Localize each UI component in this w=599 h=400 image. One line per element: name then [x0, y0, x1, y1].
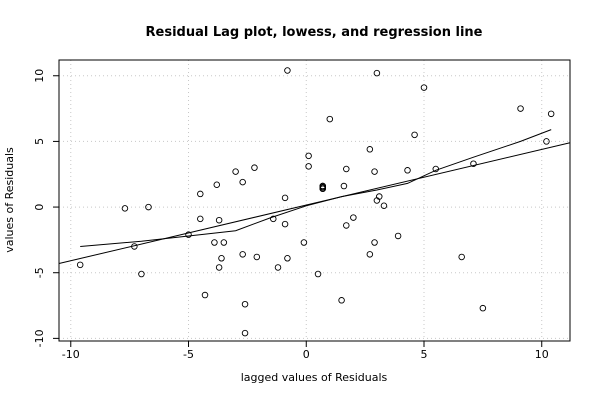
y-tick-label: 5	[33, 138, 46, 145]
data-point	[251, 164, 258, 171]
data-point	[281, 220, 289, 228]
data-point	[239, 178, 246, 186]
data-point	[517, 105, 524, 112]
data-point	[211, 239, 218, 246]
data-point	[185, 231, 192, 238]
data-point	[543, 138, 550, 145]
axes: -10 -5 0 5 10 -10 -5 0 5 10	[33, 69, 549, 361]
x-tick-label: 10	[535, 348, 549, 361]
data-point	[338, 297, 345, 304]
plot-frame	[58, 59, 571, 342]
data-point	[241, 329, 249, 337]
data-point	[138, 270, 145, 278]
data-point	[350, 214, 357, 221]
y-tick-label: 0	[33, 204, 46, 211]
data-point	[218, 255, 225, 262]
data-point	[371, 239, 378, 246]
data-point	[547, 110, 555, 118]
x-tick-label: -5	[183, 348, 194, 361]
data-point	[343, 222, 350, 229]
data-point	[366, 146, 374, 153]
data-point	[314, 270, 322, 278]
scatter-points	[76, 67, 555, 337]
data-point	[213, 181, 221, 188]
data-point	[394, 232, 402, 240]
data-point	[131, 243, 138, 250]
data-point	[411, 131, 418, 139]
data-point	[432, 165, 440, 173]
regression-line	[58, 142, 571, 265]
x-tick-label: 0	[303, 348, 310, 361]
grid-lines	[59, 60, 570, 341]
data-point	[215, 264, 223, 271]
data-point	[376, 193, 383, 200]
data-point	[300, 239, 308, 246]
data-point	[220, 239, 228, 246]
data-point	[371, 168, 378, 175]
data-point	[270, 215, 277, 223]
fit-lines	[58, 129, 571, 265]
data-point	[343, 165, 350, 173]
data-point	[284, 67, 291, 74]
x-tick-label: 5	[421, 348, 428, 361]
data-point	[253, 253, 261, 261]
x-axis-label: lagged values of Residuals	[241, 371, 388, 384]
data-point	[373, 69, 381, 77]
data-point	[274, 264, 282, 271]
y-axis-label: values of Residuals	[3, 147, 16, 253]
x-tick-label: -10	[62, 348, 80, 361]
data-point	[305, 163, 312, 170]
data-point	[76, 261, 84, 269]
data-point	[197, 190, 204, 198]
y-tick-label: 10	[33, 69, 46, 83]
data-point	[121, 205, 129, 212]
data-point	[145, 203, 152, 211]
chart-title: Residual Lag plot, lowess, and regressio…	[146, 25, 483, 40]
data-point	[420, 84, 428, 91]
data-point	[215, 216, 223, 224]
data-point	[404, 167, 411, 174]
data-point	[241, 300, 249, 308]
data-point	[470, 160, 477, 167]
data-point	[232, 168, 239, 175]
lowess-line	[80, 129, 552, 247]
y-tick-label: -5	[33, 267, 46, 278]
data-point	[366, 251, 374, 258]
data-point	[326, 115, 334, 123]
data-point	[340, 182, 348, 190]
data-point	[281, 194, 289, 202]
data-point	[380, 202, 388, 210]
data-point	[197, 215, 204, 223]
y-tick-label: -10	[33, 329, 46, 347]
data-point	[201, 291, 209, 299]
data-point	[284, 255, 291, 262]
data-point	[239, 251, 246, 258]
data-point	[319, 184, 326, 191]
data-point	[305, 152, 312, 160]
data-point	[479, 304, 487, 312]
data-point	[458, 253, 465, 261]
